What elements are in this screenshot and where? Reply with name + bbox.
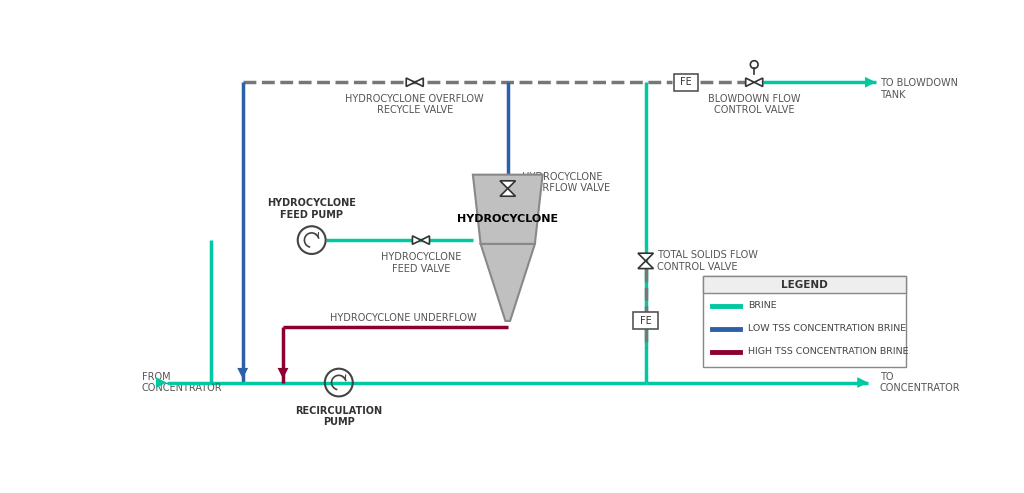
Text: HYDROCYCLONE UNDERFLOW: HYDROCYCLONE UNDERFLOW [330, 313, 476, 323]
Polygon shape [755, 78, 763, 86]
Text: TO BLOWDOWN
TANK: TO BLOWDOWN TANK [880, 78, 957, 100]
Text: HYDROCYCLONE
 OVERFLOW VALVE: HYDROCYCLONE OVERFLOW VALVE [518, 172, 609, 193]
Text: LEGEND: LEGEND [781, 280, 828, 290]
Polygon shape [500, 181, 515, 188]
Text: HYDROCYCLONE
FEED PUMP: HYDROCYCLONE FEED PUMP [267, 199, 356, 220]
Polygon shape [638, 261, 653, 269]
Polygon shape [278, 368, 289, 379]
Text: TOTAL SOLIDS FLOW
CONTROL VALVE: TOTAL SOLIDS FLOW CONTROL VALVE [656, 250, 758, 272]
Text: BLOWDOWN FLOW
CONTROL VALVE: BLOWDOWN FLOW CONTROL VALVE [708, 94, 801, 115]
FancyBboxPatch shape [703, 276, 906, 293]
Polygon shape [238, 368, 248, 379]
Polygon shape [480, 244, 535, 321]
Polygon shape [857, 377, 868, 388]
Text: TO
CONCENTRATOR: TO CONCENTRATOR [880, 372, 961, 393]
Polygon shape [156, 377, 167, 388]
Text: FE: FE [680, 77, 692, 87]
Text: HYDROCYCLONE OVERFLOW
RECYCLE VALVE: HYDROCYCLONE OVERFLOW RECYCLE VALVE [345, 94, 484, 115]
Polygon shape [413, 236, 421, 245]
FancyBboxPatch shape [674, 74, 698, 91]
Text: LOW TSS CONCENTRATION BRINE: LOW TSS CONCENTRATION BRINE [748, 324, 906, 333]
Polygon shape [421, 236, 429, 245]
FancyBboxPatch shape [703, 276, 906, 367]
Text: HYDROCYCLONE
FEED VALVE: HYDROCYCLONE FEED VALVE [381, 252, 461, 274]
Polygon shape [407, 78, 415, 86]
Polygon shape [415, 78, 423, 86]
Polygon shape [473, 175, 543, 244]
Text: HIGH TSS CONCENTRATION BRINE: HIGH TSS CONCENTRATION BRINE [748, 347, 908, 356]
Text: FE: FE [640, 316, 651, 326]
Text: RECIRCULATION
PUMP: RECIRCULATION PUMP [295, 406, 382, 427]
Polygon shape [638, 253, 653, 261]
Text: BRINE: BRINE [748, 301, 776, 310]
Polygon shape [500, 188, 515, 196]
Text: HYDROCYCLONE: HYDROCYCLONE [457, 213, 558, 223]
Polygon shape [745, 78, 755, 86]
Text: FROM
CONCENTRATOR: FROM CONCENTRATOR [142, 372, 222, 393]
Polygon shape [865, 77, 876, 88]
FancyBboxPatch shape [633, 313, 658, 329]
